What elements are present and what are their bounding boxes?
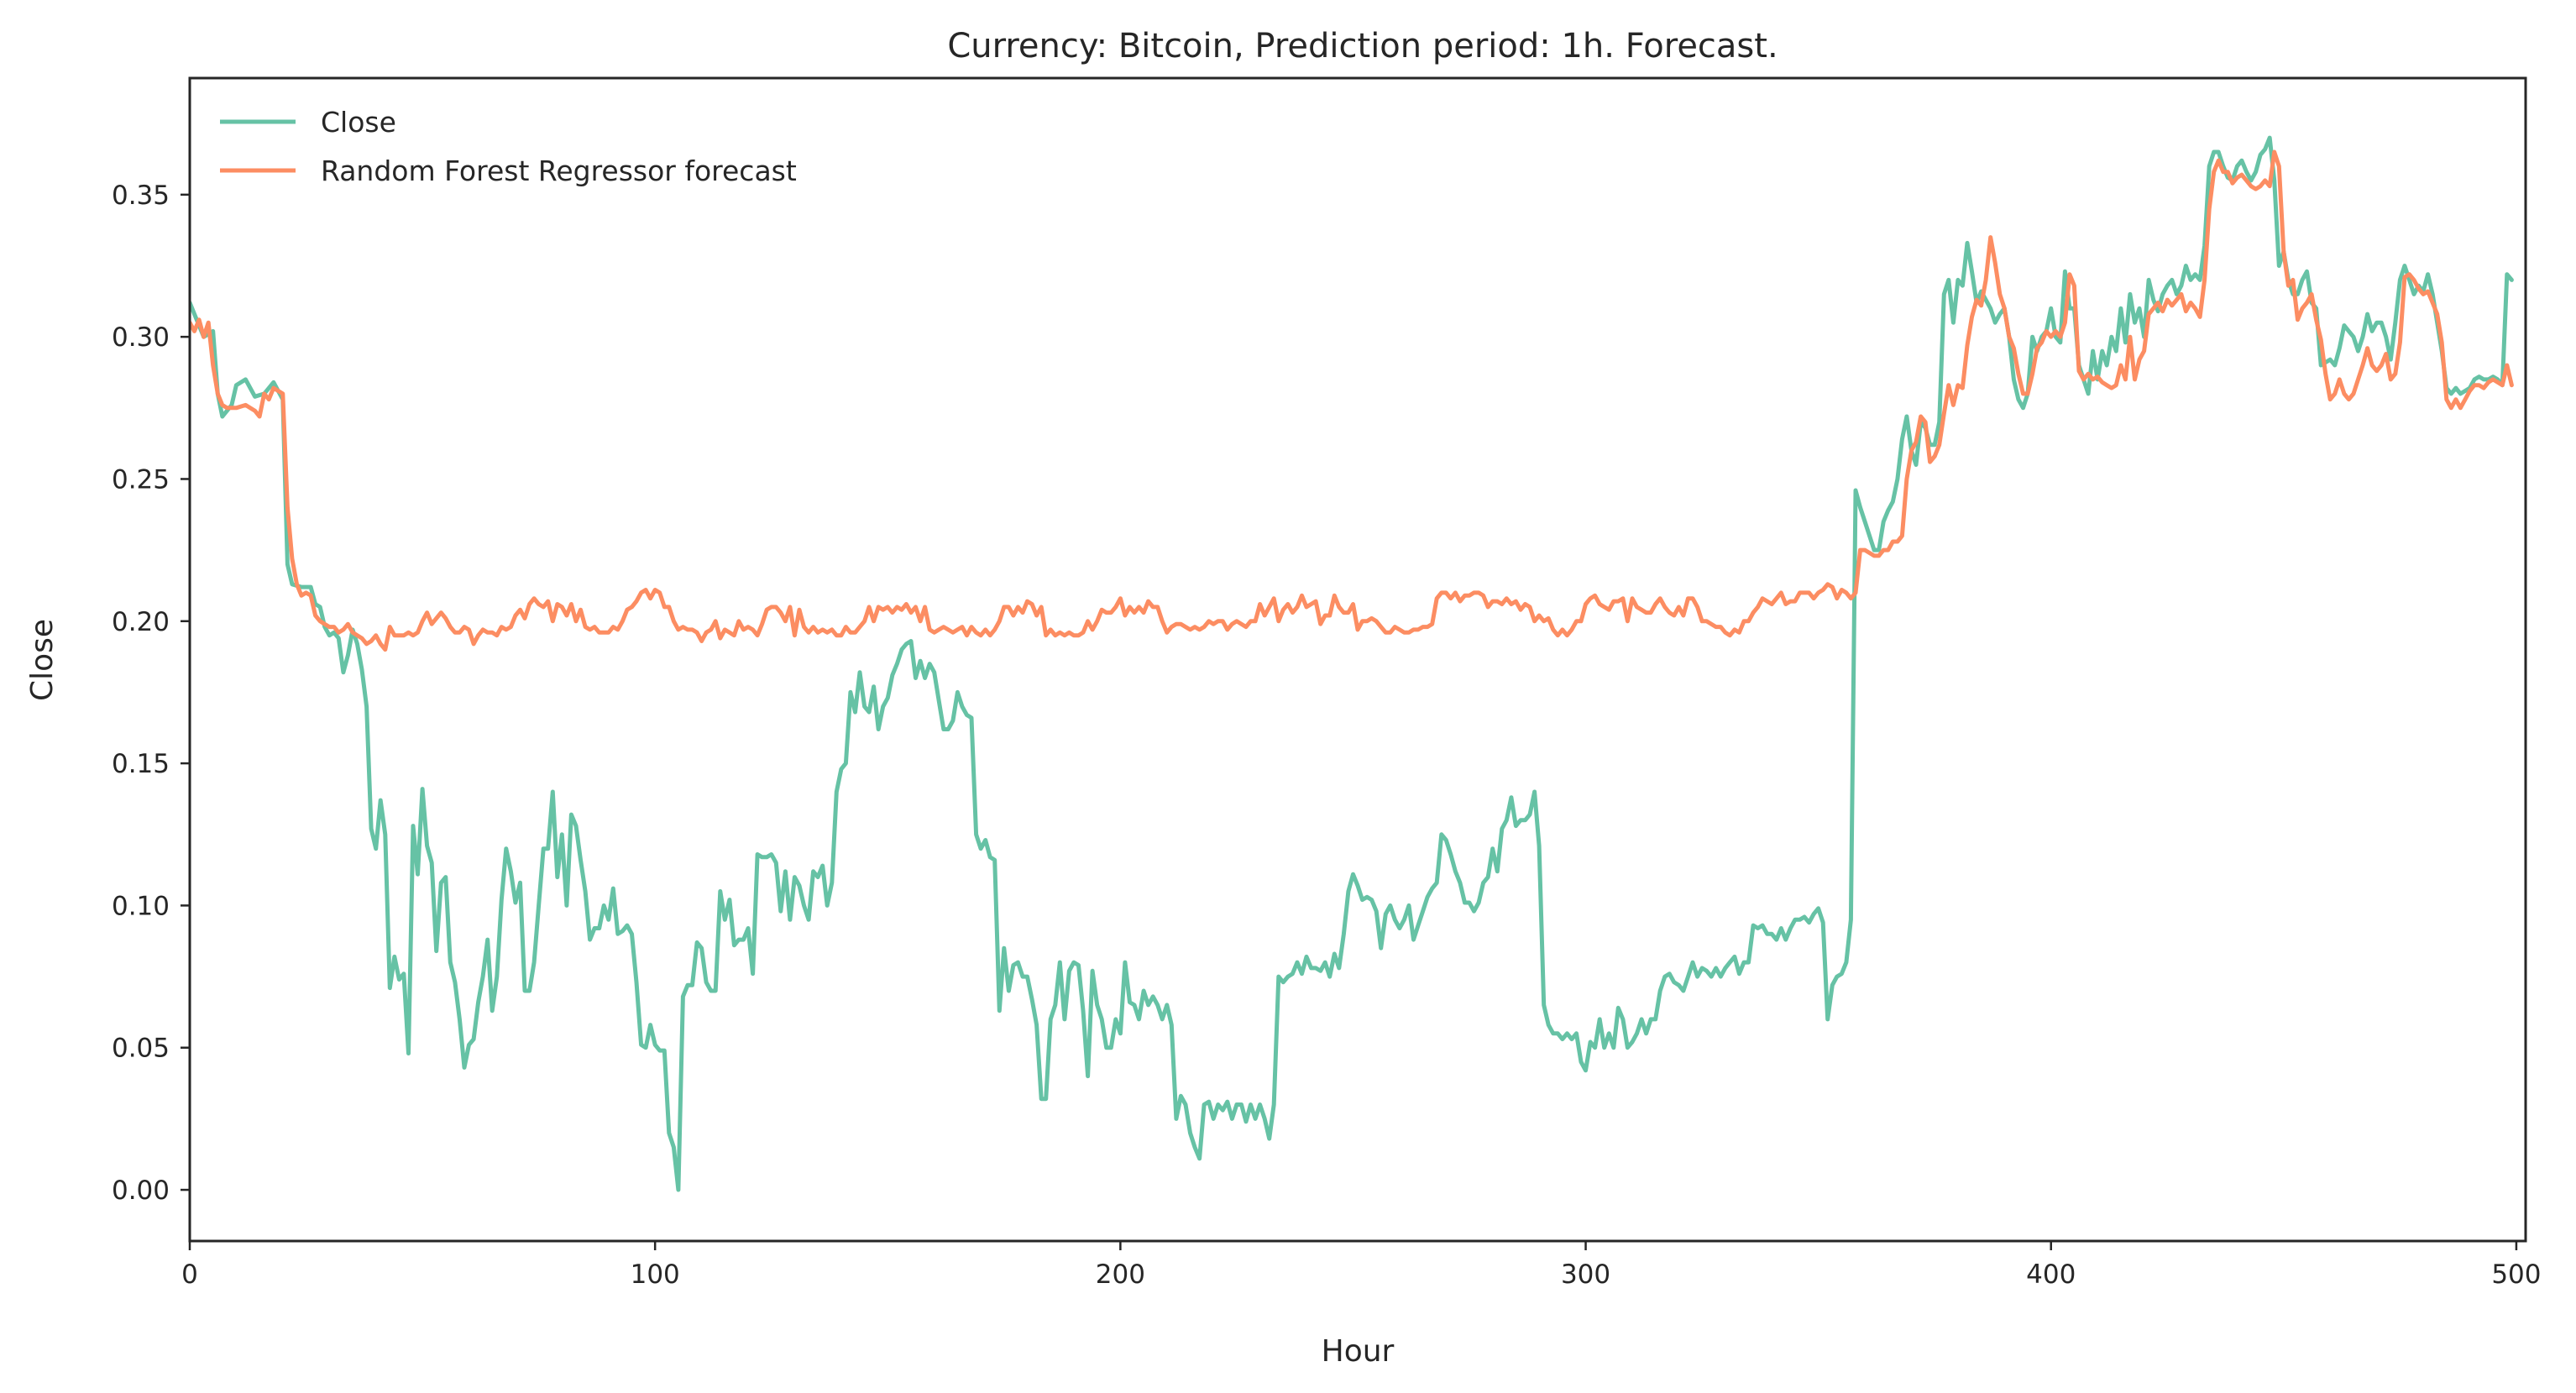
y-tick-label: 0.10	[112, 891, 170, 921]
y-tick-label: 0.25	[112, 464, 170, 495]
x-axis-title: Hour	[1322, 1334, 1395, 1369]
x-tick-label: 400	[2026, 1259, 2076, 1290]
x-tick-label: 500	[2491, 1259, 2541, 1290]
x-tick-label: 0	[181, 1259, 198, 1290]
legend: Close Random Forest Regressor forecast	[220, 106, 797, 187]
series-line-forecast	[190, 149, 2514, 652]
y-axis: 0.00 0.05 0.10 0.15 0.20 0.25 0.30 0.35	[112, 181, 190, 1206]
chart-title: Currency: Bitcoin, Prediction period: 1h…	[947, 27, 1778, 65]
series-line-close	[190, 135, 2514, 1192]
y-tick-label: 0.15	[112, 749, 170, 779]
x-axis: 0 100 200 300 400 500	[181, 1241, 2542, 1290]
y-tick-label: 0.35	[112, 181, 170, 211]
legend-label: Random Forest Regressor forecast	[321, 154, 797, 187]
series-layer	[190, 135, 2514, 1192]
y-tick-label: 0.05	[112, 1034, 170, 1064]
y-tick-label: 0.30	[112, 322, 170, 353]
y-tick-label: 0.20	[112, 607, 170, 637]
y-axis-title: Close	[25, 619, 60, 701]
plot-frame	[188, 76, 2527, 1243]
x-tick-label: 200	[1096, 1259, 1145, 1290]
x-tick-label: 100	[631, 1259, 680, 1290]
x-tick-label: 300	[1561, 1259, 1610, 1290]
y-tick-label: 0.00	[112, 1176, 170, 1206]
legend-label: Close	[321, 106, 396, 139]
